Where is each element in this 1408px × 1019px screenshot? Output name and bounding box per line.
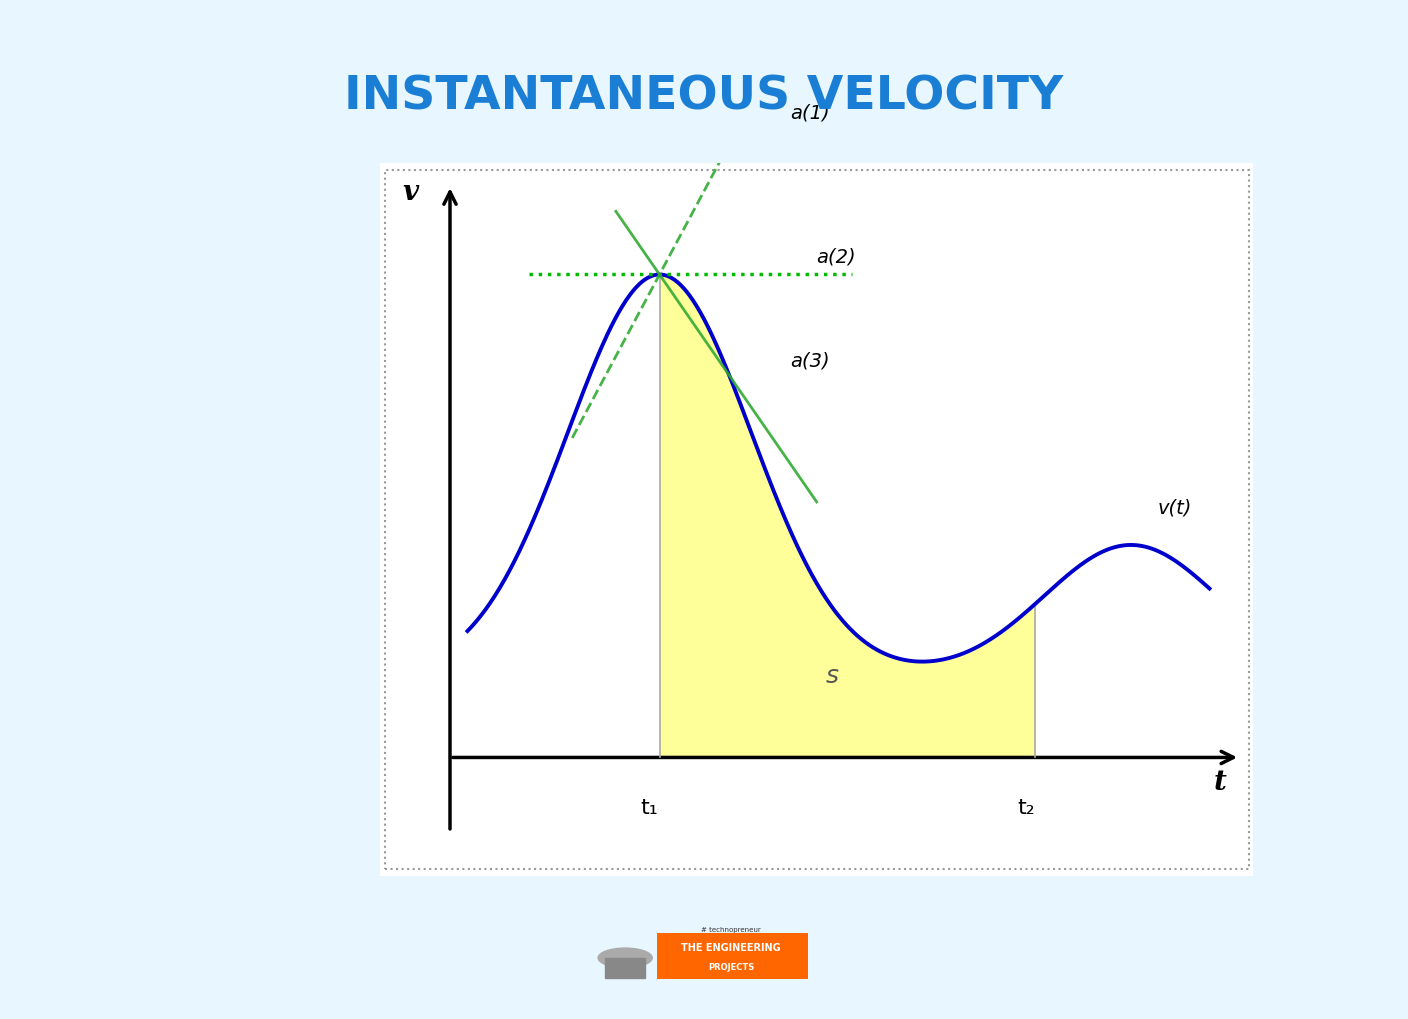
Text: PROJECTS: PROJECTS [708,963,755,972]
Text: t₂: t₂ [1018,798,1035,818]
Circle shape [598,948,652,968]
FancyBboxPatch shape [656,932,808,979]
Text: THE ENGINEERING: THE ENGINEERING [681,944,781,954]
Bar [605,958,645,978]
Text: a(2): a(2) [817,248,856,267]
Text: # technopreneur: # technopreneur [701,926,760,932]
Text: a(3): a(3) [790,352,831,371]
Text: v(t): v(t) [1157,498,1191,518]
Text: a(1): a(1) [790,104,831,122]
Text: t₁: t₁ [641,798,658,818]
Text: INSTANTANEOUS VELOCITY: INSTANTANEOUS VELOCITY [345,74,1063,119]
Text: t: t [1214,769,1226,796]
Text: s: s [825,664,838,688]
Text: v: v [403,179,418,206]
